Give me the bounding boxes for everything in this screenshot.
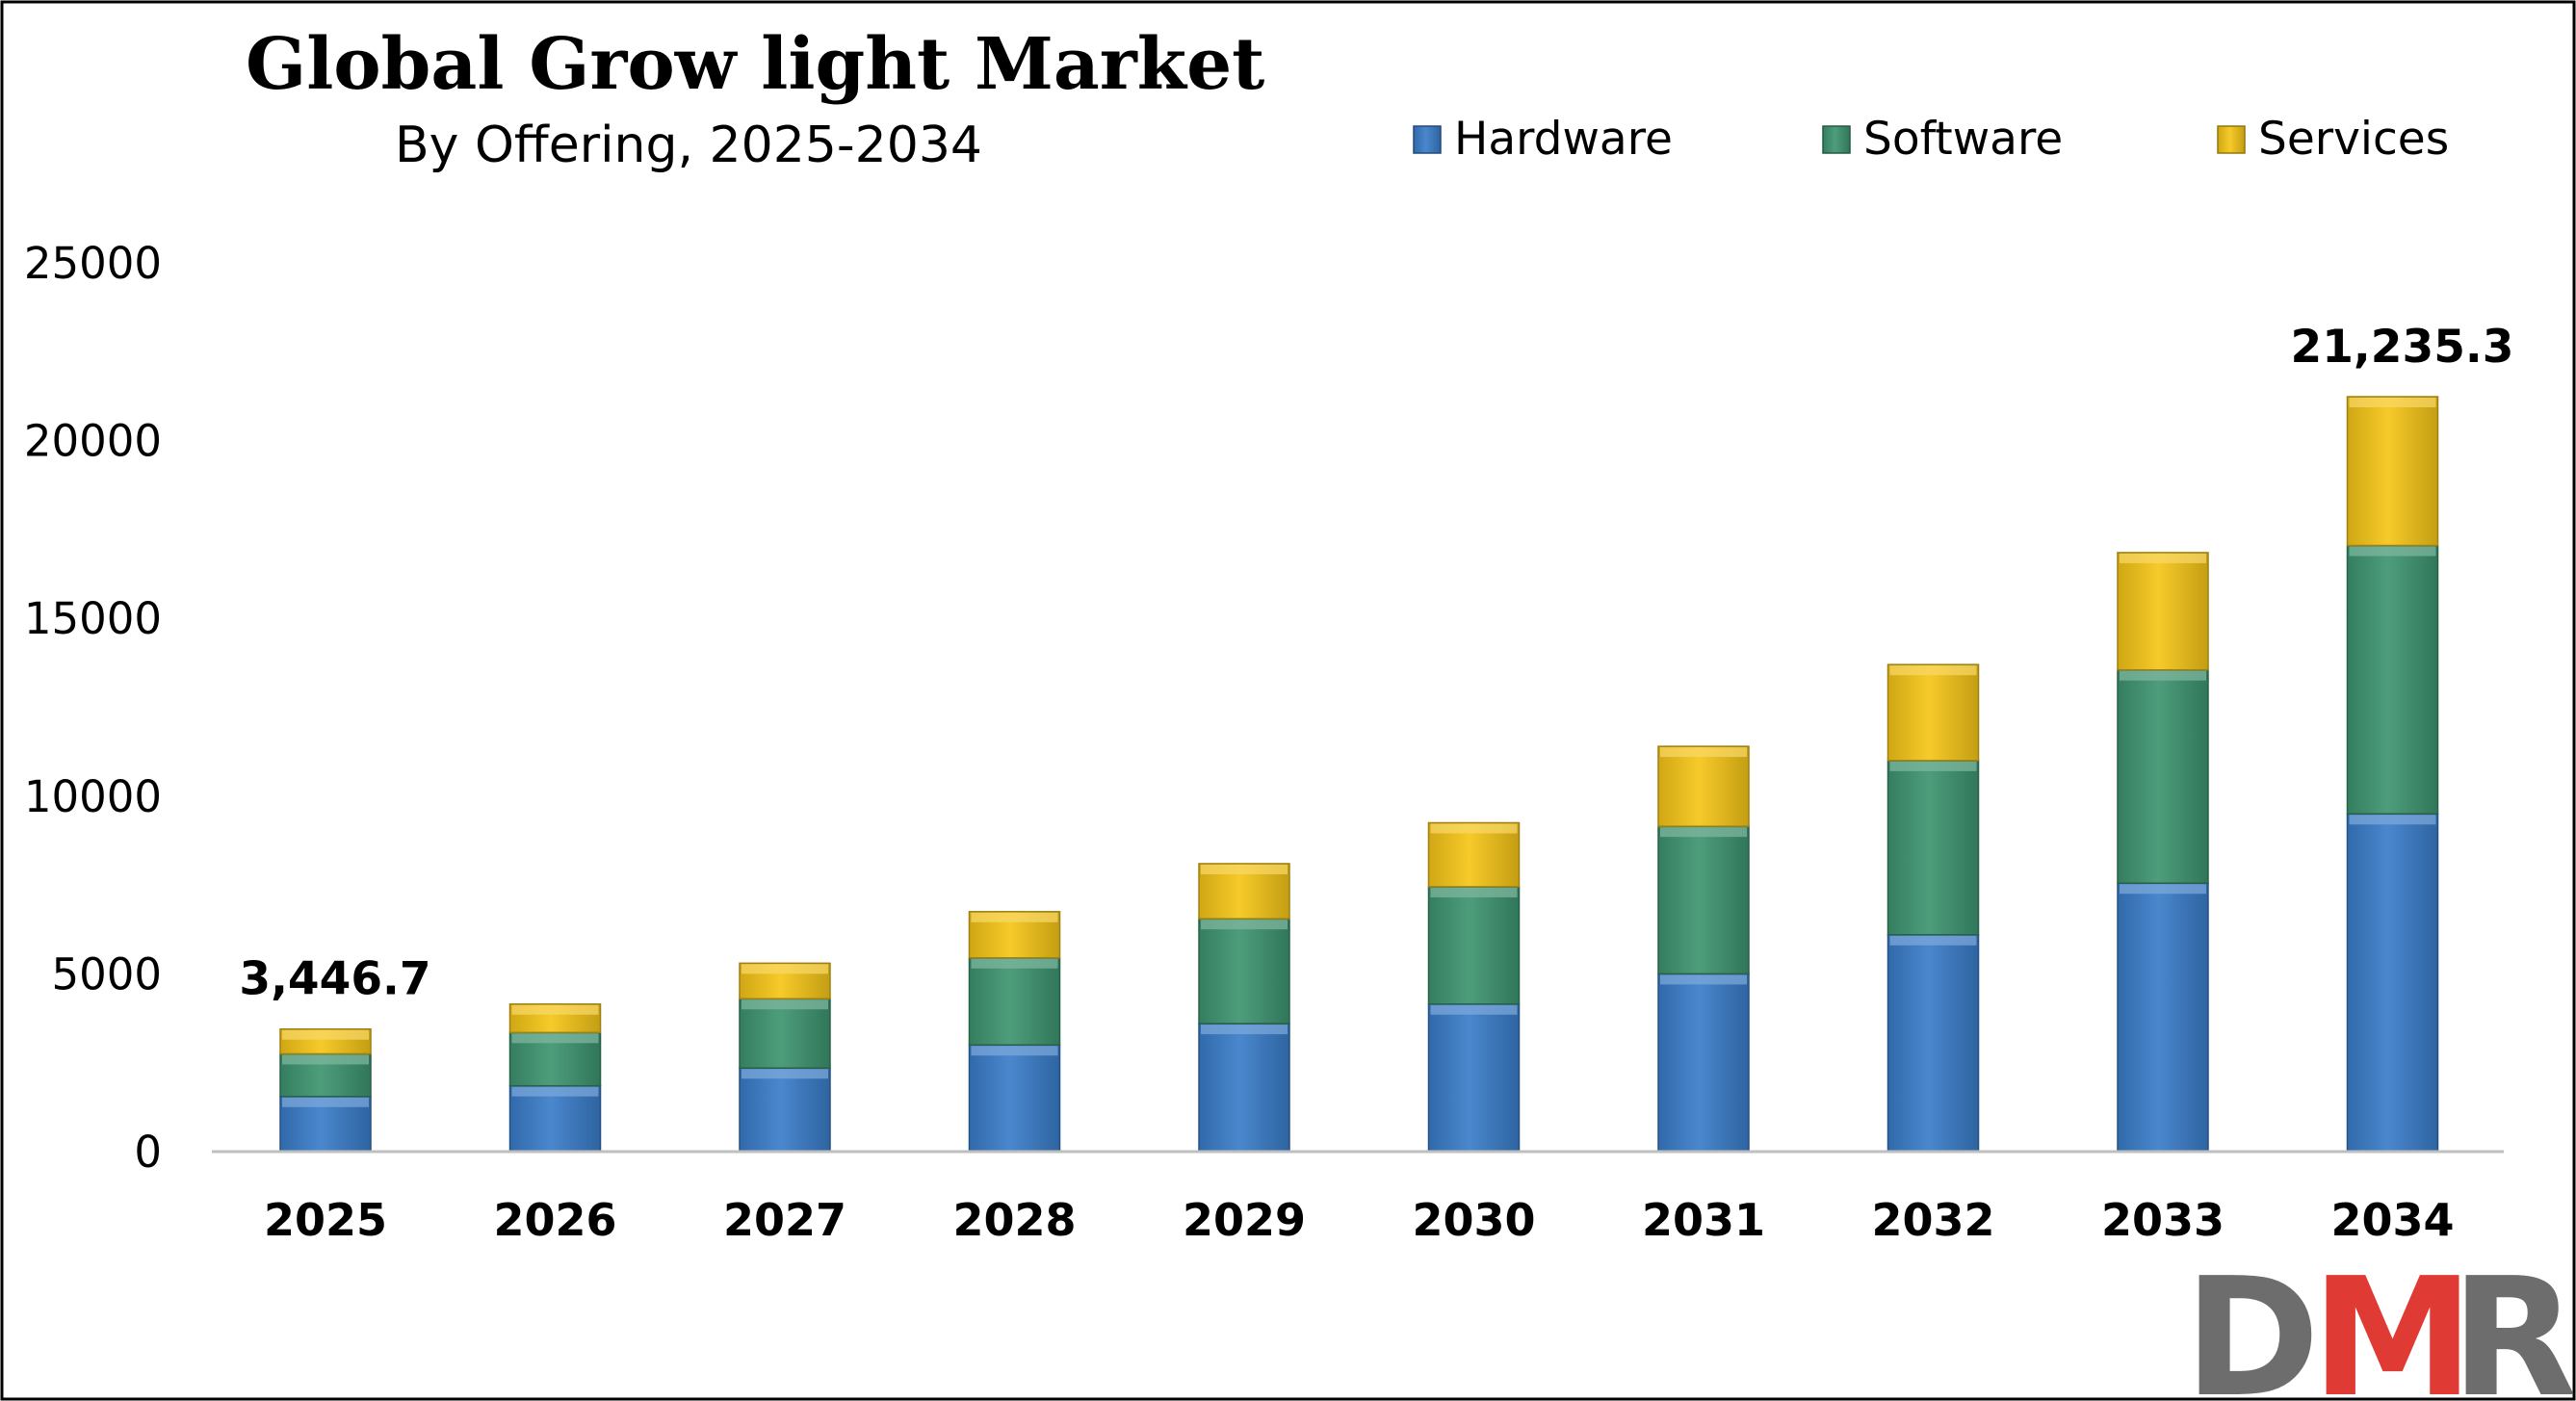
bar-bevel-services-2028 [971, 912, 1058, 922]
bar-bevel-software-2031 [1660, 827, 1747, 838]
bar-bevel-software-2029 [1201, 920, 1288, 930]
bar-software-2033 [2117, 668, 2209, 885]
bar-services-2032 [1886, 663, 1980, 762]
bar-hardware-2033 [2117, 882, 2209, 1153]
data-label-2025: 3,446.7 [239, 953, 430, 1006]
bar-software-2032 [1886, 760, 1980, 936]
bar-bevel-software-2034 [2349, 546, 2436, 557]
bar-hardware-2030 [1427, 1003, 1521, 1153]
legend-label-services: Services [2258, 113, 2449, 166]
bar-hardware-2031 [1657, 973, 1750, 1153]
bar-bevel-hardware-2029 [1201, 1025, 1288, 1035]
bar-bevel-hardware-2032 [1889, 935, 1977, 946]
bar-bevel-services-2030 [1430, 823, 1518, 834]
y-tick-label: 25000 [24, 238, 162, 289]
bar-bevel-hardware-2034 [2349, 815, 2436, 825]
bar-software-2030 [1427, 886, 1521, 1005]
bar-bevel-hardware-2026 [511, 1086, 599, 1097]
bar-bevel-hardware-2028 [971, 1046, 1058, 1056]
data-label-2034: 21,235.3 [2291, 321, 2514, 374]
bar-bevel-services-2034 [2349, 397, 2436, 407]
y-tick-label: 10000 [24, 771, 162, 822]
bar-bevel-hardware-2033 [2120, 884, 2206, 895]
legend-swatch-services [2217, 125, 2246, 154]
bar-software-2028 [968, 957, 1061, 1046]
x-tick-label-2032: 2032 [1871, 1194, 1994, 1246]
bar-services-2033 [2117, 552, 2209, 671]
legend-swatch-software [1822, 125, 1851, 154]
x-tick-label-2030: 2030 [1412, 1194, 1535, 1246]
x-tick-label-2029: 2029 [1183, 1194, 1306, 1246]
bar-bevel-software-2028 [971, 958, 1058, 969]
dmr-logo: D M R [2184, 1243, 2576, 1401]
bar-software-2031 [1657, 825, 1750, 975]
bar-bevel-services-2029 [1201, 864, 1288, 874]
bar-bevel-software-2030 [1430, 887, 1518, 897]
bars [279, 396, 2439, 1153]
bar-bevel-hardware-2030 [1430, 1004, 1518, 1015]
x-tick-label-2027: 2027 [723, 1194, 846, 1246]
x-tick-label-2026: 2026 [493, 1194, 616, 1246]
y-tick-label: 5000 [51, 948, 162, 999]
bar-bevel-hardware-2031 [1660, 974, 1747, 985]
bar-bevel-services-2031 [1660, 747, 1747, 758]
data-labels: 3,446.7 21,235.3 [239, 321, 2513, 1006]
bar-bevel-hardware-2025 [282, 1097, 369, 1107]
legend-swatch-hardware [1413, 125, 1442, 154]
x-tick-label-2028: 2028 [952, 1194, 1076, 1246]
y-tick-label: 0 [134, 1127, 162, 1178]
legend: Hardware Software Services [1413, 113, 2449, 166]
legend-label-hardware: Hardware [1454, 113, 1673, 166]
bar-services-2030 [1427, 821, 1521, 888]
bar-hardware-2026 [508, 1084, 602, 1153]
chart-title: Global Grow light Market [246, 23, 1264, 106]
bar-bevel-services-2033 [2120, 553, 2206, 563]
bar-hardware-2029 [1198, 1023, 1290, 1153]
bar-bevel-services-2032 [1889, 665, 1977, 676]
bar-software-2027 [739, 998, 831, 1069]
bar-hardware-2027 [739, 1067, 831, 1153]
x-tick-label-2033: 2033 [2101, 1194, 2225, 1246]
x-tick-label-2031: 2031 [1642, 1194, 1765, 1246]
x-tick-label-2034: 2034 [2330, 1194, 2454, 1246]
logo-letter-m: M [2311, 1243, 2474, 1401]
legend-label-software: Software [1863, 113, 2063, 166]
bar-bevel-services-2027 [742, 964, 828, 974]
bar-bevel-software-2027 [742, 999, 828, 1010]
bar-bevel-software-2032 [1889, 761, 1977, 771]
bar-services-2034 [2346, 396, 2439, 547]
bar-software-2029 [1198, 918, 1290, 1025]
bar-hardware-2032 [1886, 934, 1980, 1153]
bar-hardware-2034 [2346, 813, 2439, 1153]
logo-letter-r: R [2451, 1243, 2576, 1401]
logo-letter-d: D [2184, 1243, 2320, 1401]
bar-bevel-software-2025 [282, 1054, 369, 1065]
x-axis: 2025 2026 2027 2028 2029 2030 2031 2032 2033 2034 [264, 1194, 2455, 1246]
bar-hardware-2028 [968, 1044, 1061, 1153]
y-axis: 0 5000 10000 15000 20000 25000 [24, 238, 162, 1178]
bar-software-2034 [2346, 544, 2439, 816]
y-tick-label: 20000 [24, 416, 162, 467]
bar-bevel-software-2026 [511, 1033, 599, 1044]
bar-bevel-services-2026 [511, 1004, 599, 1015]
bar-bevel-software-2033 [2120, 670, 2206, 681]
y-tick-label: 15000 [24, 593, 162, 644]
chart-subtitle: By Offering, 2025-2034 [395, 117, 982, 174]
bar-bevel-services-2025 [282, 1029, 369, 1040]
bar-services-2031 [1657, 745, 1750, 827]
bar-bevel-hardware-2027 [742, 1069, 828, 1079]
x-tick-label-2025: 2025 [264, 1194, 387, 1246]
